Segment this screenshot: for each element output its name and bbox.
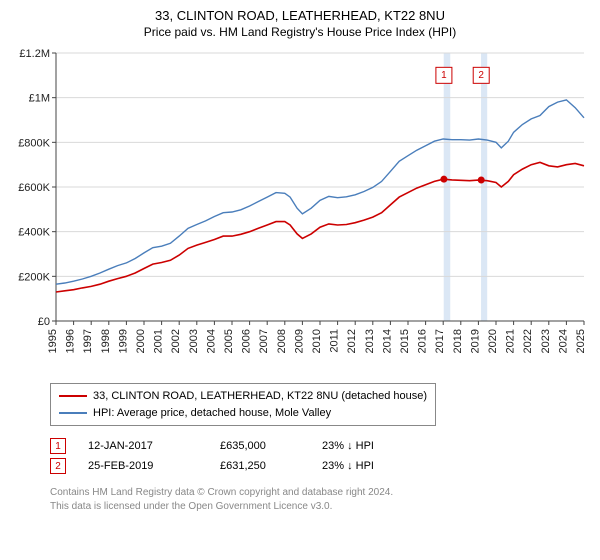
svg-text:1999: 1999 [117,329,129,353]
legend-box: 33, CLINTON ROAD, LEATHERHEAD, KT22 8NU … [50,383,436,426]
sales-table: 1 12-JAN-2017 £635,000 23% ↓ HPI 2 25-FEB-201… [50,436,590,476]
footer-line: This data is licensed under the Open Gov… [50,500,590,514]
svg-text:2021: 2021 [505,329,517,353]
sale-delta: 23% ↓ HPI [322,440,374,452]
svg-text:2015: 2015 [399,329,411,353]
legend-label: 33, CLINTON ROAD, LEATHERHEAD, KT22 8NU … [93,388,427,405]
svg-text:£600K: £600K [18,182,50,194]
plot-area: £0 £200K £400K £600K £800K £1M £1.2M 1995 1996 19… [10,45,590,375]
svg-text:£1.2M: £1.2M [19,48,50,60]
chart-title: 33, CLINTON ROAD, LEATHERHEAD, KT22 8NU [10,8,590,23]
footer-line: Contains HM Land Registry data © Crown c… [50,486,590,500]
sale-row: 2 25-FEB-2019 £631,250 23% ↓ HPI [50,456,590,476]
legend-label: HPI: Average price, detached house, Mole… [93,405,331,422]
svg-text:2017: 2017 [434,329,446,353]
svg-text:2004: 2004 [205,329,217,353]
svg-text:2013: 2013 [364,329,376,353]
chart-container: 33, CLINTON ROAD, LEATHERHEAD, KT22 8NU … [0,0,600,523]
sale-date: 12-JAN-2017 [88,440,198,452]
legend-swatch [59,395,87,397]
svg-text:2008: 2008 [276,329,288,353]
svg-text:£800K: £800K [18,137,50,149]
sale-marker: 1 [50,438,66,454]
svg-text:2019: 2019 [469,329,481,353]
svg-text:2018: 2018 [452,329,464,353]
sale-price: £635,000 [220,440,300,452]
sale-price: £631,250 [220,460,300,472]
svg-text:2025: 2025 [575,329,587,353]
sale-row: 1 12-JAN-2017 £635,000 23% ↓ HPI [50,436,590,456]
svg-text:2006: 2006 [241,329,253,353]
svg-text:2023: 2023 [540,329,552,353]
svg-text:2010: 2010 [311,329,323,353]
footer-attribution: Contains HM Land Registry data © Crown c… [50,486,590,513]
svg-text:2016: 2016 [417,329,429,353]
svg-text:2024: 2024 [557,329,569,353]
legend-swatch [59,412,87,414]
sale-date: 25-FEB-2019 [88,460,198,472]
svg-text:2014: 2014 [381,329,393,353]
svg-text:1996: 1996 [65,329,77,353]
svg-text:£1M: £1M [29,93,50,105]
svg-text:1995: 1995 [47,329,59,353]
svg-text:2012: 2012 [346,329,358,353]
sale-marker: 2 [50,458,66,474]
sale-delta: 23% ↓ HPI [322,460,374,472]
legend-item: HPI: Average price, detached house, Mole… [59,405,427,422]
chart-subtitle: Price paid vs. HM Land Registry's House … [10,25,590,39]
svg-text:2007: 2007 [258,329,270,353]
svg-text:2003: 2003 [188,329,200,353]
svg-text:2011: 2011 [329,329,341,353]
svg-text:1: 1 [441,70,447,81]
svg-text:2001: 2001 [153,329,165,353]
legend-item: 33, CLINTON ROAD, LEATHERHEAD, KT22 8NU … [59,388,427,405]
svg-text:£400K: £400K [18,227,50,239]
svg-text:£0: £0 [38,316,50,328]
svg-text:2009: 2009 [293,329,305,353]
svg-text:1997: 1997 [82,329,94,353]
svg-text:2022: 2022 [522,329,534,353]
svg-text:2005: 2005 [223,329,235,353]
svg-text:2: 2 [478,70,484,81]
svg-text:1998: 1998 [100,329,112,353]
svg-text:2020: 2020 [487,329,499,353]
svg-text:2002: 2002 [170,329,182,353]
svg-text:£200K: £200K [18,271,50,283]
svg-text:2000: 2000 [135,329,147,353]
line-chart-svg: £0 £200K £400K £600K £800K £1M £1.2M 1995 1996 19… [10,45,590,375]
